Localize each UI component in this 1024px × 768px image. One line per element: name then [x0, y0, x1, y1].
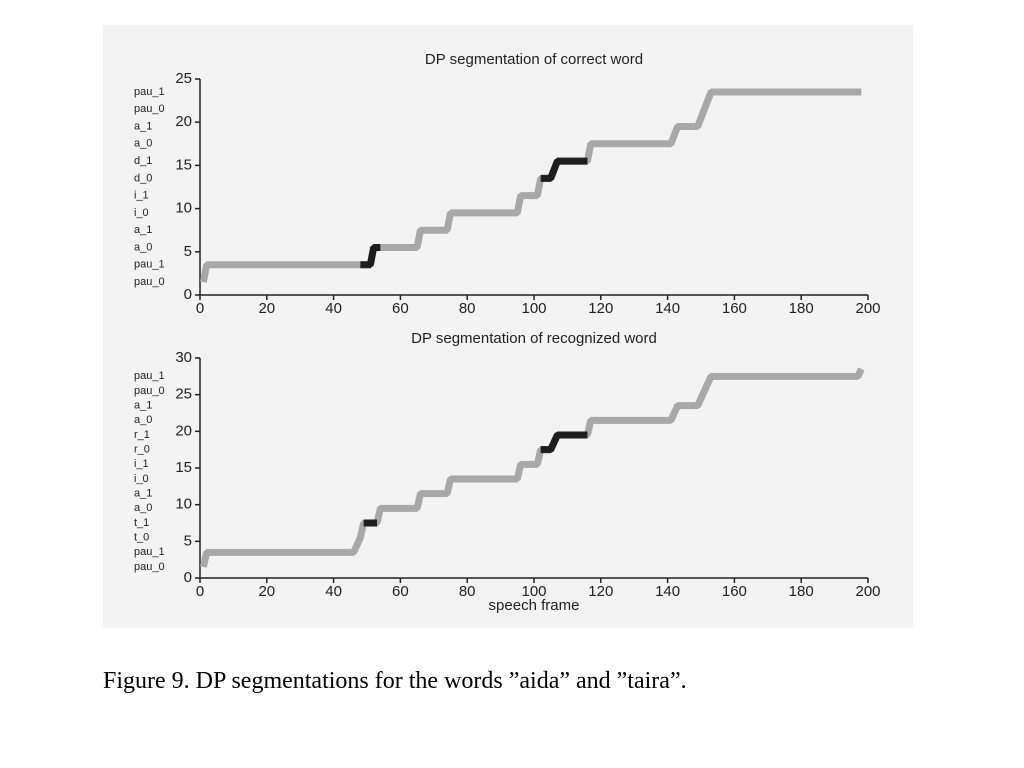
x-tick-label: 180	[789, 300, 814, 317]
state-label: pau_1	[134, 86, 165, 98]
chart-title: DP segmentation of recognized word	[411, 330, 657, 347]
state-label: pau_0	[134, 561, 165, 573]
y-tick-label: 5	[184, 243, 192, 260]
x-tick-label: 160	[722, 583, 747, 600]
x-tick-label: 80	[459, 583, 476, 600]
state-label: a_1	[134, 488, 152, 500]
y-tick-label: 5	[184, 532, 192, 549]
state-label: i_0	[134, 473, 149, 485]
segmentation-path	[360, 157, 588, 269]
state-label: d_0	[134, 172, 152, 184]
x-tick-label: 200	[855, 300, 880, 317]
x-axis-label: speech frame	[489, 597, 580, 614]
state-label: r_1	[134, 429, 150, 441]
state-label: pau_0	[134, 385, 165, 397]
x-tick-label: 20	[258, 300, 275, 317]
y-tick-label: 20	[175, 113, 192, 130]
x-tick-label: 0	[196, 300, 204, 317]
state-label: d_1	[134, 155, 152, 167]
state-label: a_1	[134, 120, 152, 132]
x-tick-label: 160	[722, 300, 747, 317]
x-tick-label: 60	[392, 583, 409, 600]
state-label: r_0	[134, 444, 150, 456]
y-tick-label: 25	[175, 70, 192, 87]
state-label: pau_1	[134, 370, 165, 382]
x-tick-label: 60	[392, 300, 409, 317]
x-tick-label: 40	[325, 583, 342, 600]
x-tick-label: 200	[855, 583, 880, 600]
y-tick-label: 0	[184, 286, 192, 303]
x-tick-label: 0	[196, 583, 204, 600]
x-tick-label: 140	[655, 583, 680, 600]
y-tick-label: 30	[175, 349, 192, 366]
x-tick-label: 120	[588, 583, 613, 600]
state-label: a_0	[134, 502, 152, 514]
y-tick-label: 15	[175, 459, 192, 476]
state-label: pau_1	[134, 259, 165, 271]
y-tick-label: 25	[175, 386, 192, 403]
state-label: pau_1	[134, 546, 165, 558]
x-tick-label: 180	[789, 583, 814, 600]
x-tick-label: 20	[258, 583, 275, 600]
state-label: pau_0	[134, 276, 165, 288]
segmentation-path	[363, 431, 588, 527]
x-tick-label: 120	[588, 300, 613, 317]
figure-background	[103, 25, 913, 628]
x-tick-label: 40	[325, 300, 342, 317]
caption: Figure 9. DP segmentations for the words…	[103, 668, 687, 694]
state-label: t_0	[134, 532, 149, 544]
state-label: a_1	[134, 400, 152, 412]
state-label: a_0	[134, 241, 152, 253]
figure: DP segmentation of correct word 0 5 10 15 20 2…	[103, 25, 913, 628]
state-label: a_1	[134, 224, 152, 236]
y-tick-label: 10	[175, 496, 192, 513]
state-label: a_0	[134, 414, 152, 426]
x-tick-label: 140	[655, 300, 680, 317]
x-tick-label: 100	[521, 583, 546, 600]
state-label: a_0	[134, 138, 152, 150]
state-label: i_1	[134, 190, 149, 202]
state-label: i_1	[134, 458, 149, 470]
x-tick-label: 80	[459, 300, 476, 317]
y-tick-label: 0	[184, 569, 192, 586]
y-tick-label: 20	[175, 422, 192, 439]
y-tick-label: 15	[175, 156, 192, 173]
y-tick-label: 10	[175, 200, 192, 217]
state-label: pau_0	[134, 103, 165, 115]
x-tick-label: 100	[521, 300, 546, 317]
chart-title: DP segmentation of correct word	[425, 51, 643, 68]
state-label: i_0	[134, 207, 149, 219]
state-label: t_1	[134, 517, 149, 529]
